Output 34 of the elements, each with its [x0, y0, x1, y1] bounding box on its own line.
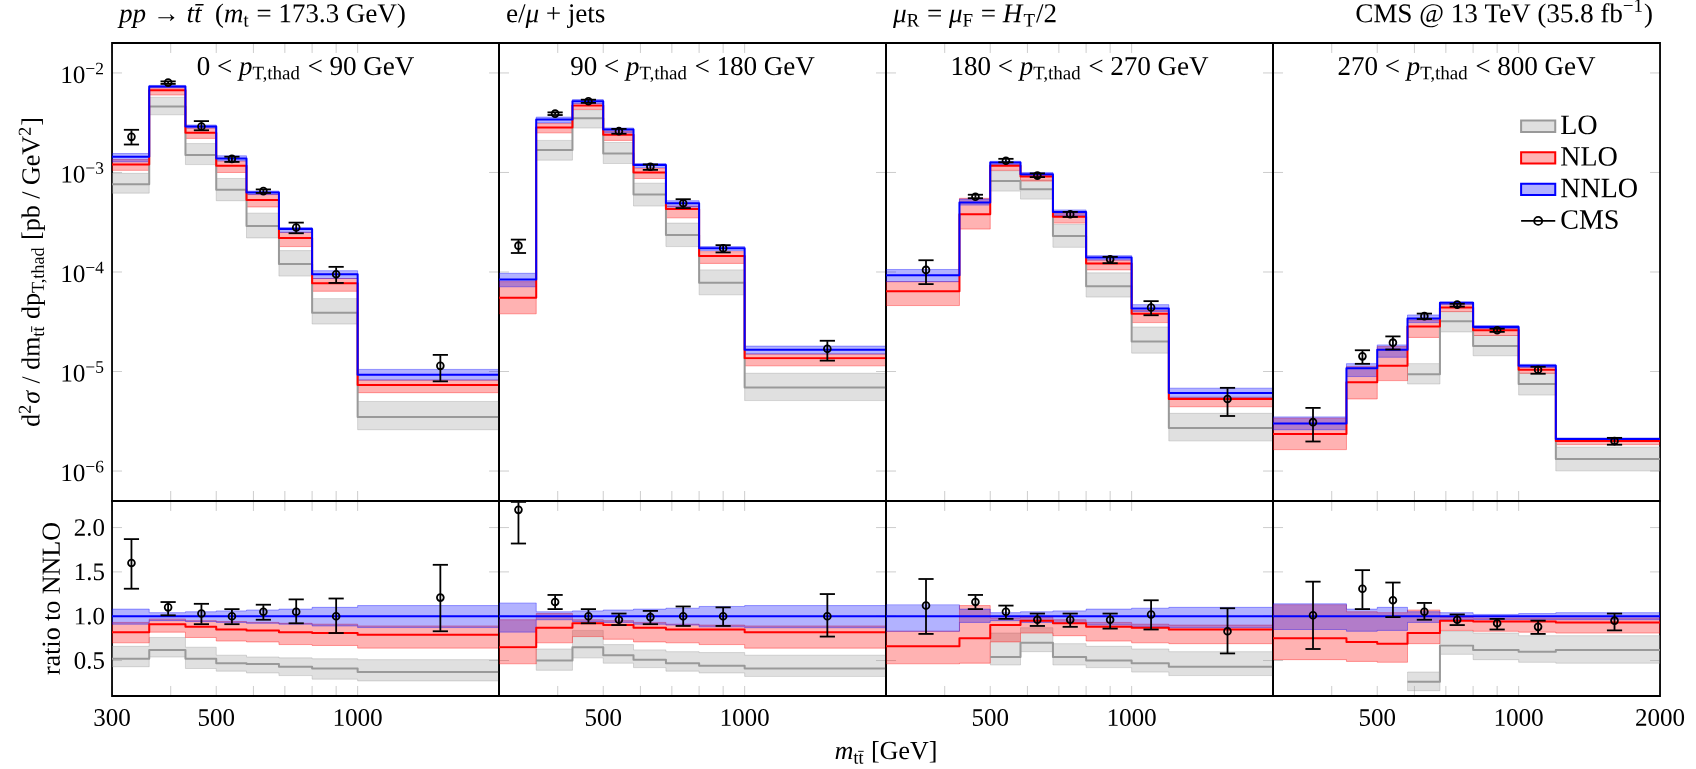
annotation: 270 < p$_{T,thad}$ < 800 GeV: [1338, 56, 1596, 83]
x-tick-label: 1000: [334, 709, 382, 726]
x-tick-label: 500: [198, 709, 235, 726]
legend-label: LO: [1561, 115, 1597, 135]
x-tick-label: 1000: [1495, 709, 1543, 726]
text: d$^{2}$σ / dm$_{tt̄}$ dp$_{T,thad}$ [pb / GeV$^{2}$]: [18, 119, 47, 426]
y-tick-label: 10$^{−6}$: [62, 460, 104, 482]
x-tick-label: 1000: [721, 709, 769, 726]
chart-title: e/μ + jets: [507, 4, 605, 28]
y-tick-label: 2.0: [74, 519, 104, 537]
x-axis-title: m$_{tt̄}$ [GeV]: [835, 741, 936, 764]
x-tick-label: 500: [585, 709, 622, 726]
legend-label: NLO: [1561, 147, 1617, 166]
chart-title: μ$_{R}$ = μ$_{F}$ = H$_{T}$/2: [893, 4, 1056, 28]
y-tick-label: 1.5: [75, 563, 104, 581]
annotation: 90 < p$_{T,thad}$ < 180 GeV: [571, 56, 815, 83]
y-tick-label: 10$^{−3}$: [62, 162, 104, 183]
y-tick-label: 10$^{−5}$: [62, 361, 104, 382]
y-tick-label: 10$^{−2}$: [62, 62, 103, 84]
y-axis-title: ratio to NNLO: [42, 523, 60, 675]
y-tick-label: 1.0: [75, 607, 104, 625]
x-tick-label: 500: [1359, 709, 1396, 726]
x-tick-label: 2000: [1636, 709, 1685, 726]
legend-label: CMS: [1561, 210, 1618, 229]
annotation: 0 < p$_{T,thad}$ < 90 GeV: [197, 56, 414, 83]
x-tick-label: 300: [94, 709, 130, 726]
y-tick-label: 0.5: [74, 652, 104, 670]
x-tick-label: 500: [972, 709, 1009, 726]
y-tick-label: 10$^{−4}$: [62, 261, 104, 283]
chart-title: pp → tt̄ (m$_{t}$ = 173.3 GeV): [117, 3, 405, 28]
annotation: 180 < p$_{T,thad}$ < 270 GeV: [952, 56, 1209, 83]
chart-title: CMS @ 13 TeV (35.8 fb$^{−1}$): [1356, 0, 1652, 28]
legend-label: NNLO: [1561, 178, 1637, 198]
x-tick-label: 1000: [1108, 709, 1156, 726]
